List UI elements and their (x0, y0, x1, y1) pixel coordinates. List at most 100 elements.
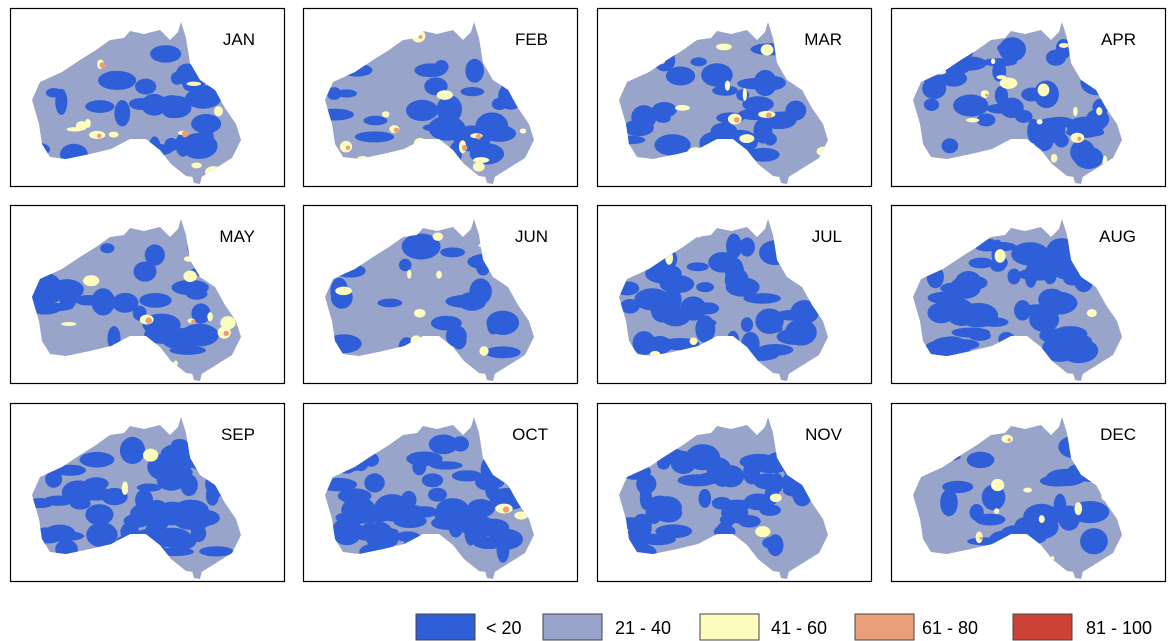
shade-mid (1087, 309, 1097, 317)
shade-mid (1071, 133, 1085, 143)
shade-low (687, 262, 709, 271)
shade-mid (83, 275, 99, 286)
shade-low (355, 131, 394, 142)
shade-mid (61, 322, 76, 326)
month-label: MAR (804, 30, 842, 49)
shade-low (399, 259, 412, 272)
shade-low (969, 331, 991, 341)
shade-mid (743, 88, 747, 101)
shade-low (186, 288, 208, 300)
shade-low (452, 436, 469, 451)
map-panel: NOV (598, 404, 872, 582)
shade-low (485, 346, 521, 358)
shade-low (660, 275, 695, 293)
shade-low (624, 120, 654, 137)
shade-low (36, 303, 74, 311)
map-panel: FEB (304, 9, 578, 187)
month-label: APR (1101, 30, 1136, 49)
shade-low (1074, 147, 1103, 169)
shade-low (997, 43, 1012, 53)
shade-low (84, 487, 111, 501)
shade-mid (143, 449, 158, 462)
map-panel: AUG (892, 206, 1166, 384)
shade-low (75, 295, 102, 306)
shade-mid (1059, 43, 1069, 48)
shade-mid (414, 309, 425, 318)
shade-high (503, 506, 509, 512)
shade-mid (382, 111, 390, 117)
shade-high (100, 62, 106, 68)
shade-low (696, 445, 709, 460)
shade-high (145, 317, 152, 324)
shade-mid (1073, 107, 1077, 117)
shade-low (335, 512, 359, 522)
month-label: JUL (812, 227, 842, 246)
shade-high (394, 127, 399, 132)
shade-low (698, 319, 716, 327)
shade-low (159, 466, 193, 480)
shade-low (661, 306, 690, 326)
shade-low (486, 311, 519, 335)
shade-low (430, 461, 463, 469)
shade-low (955, 271, 982, 295)
shade-mid (433, 232, 444, 240)
shade-low (436, 498, 469, 522)
shade-mid (473, 162, 485, 172)
shade-low (1014, 300, 1031, 321)
shade-high (182, 131, 189, 138)
shade-low (137, 484, 162, 492)
shade-low (175, 513, 210, 530)
legend-swatch (1013, 614, 1072, 640)
shade-low (173, 534, 196, 550)
legend-label: 61 - 80 (922, 618, 978, 638)
shade-high (1008, 438, 1011, 441)
shade-mid (1038, 84, 1050, 97)
shade-low (180, 324, 218, 347)
shade-low (725, 257, 744, 284)
shade-mid (739, 134, 754, 143)
shade-low (429, 116, 466, 141)
shade-high (419, 35, 423, 39)
shade-low (120, 437, 145, 464)
shade-low (940, 489, 958, 516)
shade-mid (335, 287, 352, 296)
shade-mid (1001, 435, 1013, 443)
shade-low (678, 474, 718, 486)
shade-low (384, 528, 399, 537)
shade-low (1046, 50, 1066, 66)
shade-low (422, 473, 443, 487)
shade-low (452, 331, 467, 350)
shade-mid (1096, 107, 1102, 115)
legend-label: < 20 (486, 618, 522, 638)
shade-low (953, 94, 988, 116)
shade-low (171, 72, 183, 85)
shade-mid (109, 132, 119, 138)
shade-mid (725, 80, 730, 90)
legend-label: 41 - 60 (771, 618, 827, 638)
shade-low (206, 486, 219, 506)
shade-high (346, 146, 350, 150)
map-panel: SEP (11, 404, 285, 582)
shade-low (440, 247, 465, 257)
shade-low (100, 243, 114, 253)
shade-mid (183, 271, 197, 283)
shade-low (764, 133, 777, 146)
legend-swatch (855, 614, 914, 640)
shade-low (445, 295, 485, 308)
shade-mid (207, 312, 213, 321)
shade-low (1080, 528, 1108, 554)
shade-low (699, 489, 712, 508)
shade-low (1029, 307, 1059, 332)
month-label: FEB (515, 30, 548, 49)
shade-low (55, 89, 67, 115)
shade-low (759, 325, 783, 334)
shade-low (171, 439, 188, 448)
shade-mid (76, 121, 87, 131)
shade-mid (1074, 502, 1082, 515)
shade-low (465, 59, 484, 83)
shade-low (759, 504, 781, 516)
month-label: JUN (515, 227, 548, 246)
shade-low (1040, 475, 1075, 486)
map-panel: JUL (598, 206, 872, 384)
shade-low (338, 488, 372, 503)
